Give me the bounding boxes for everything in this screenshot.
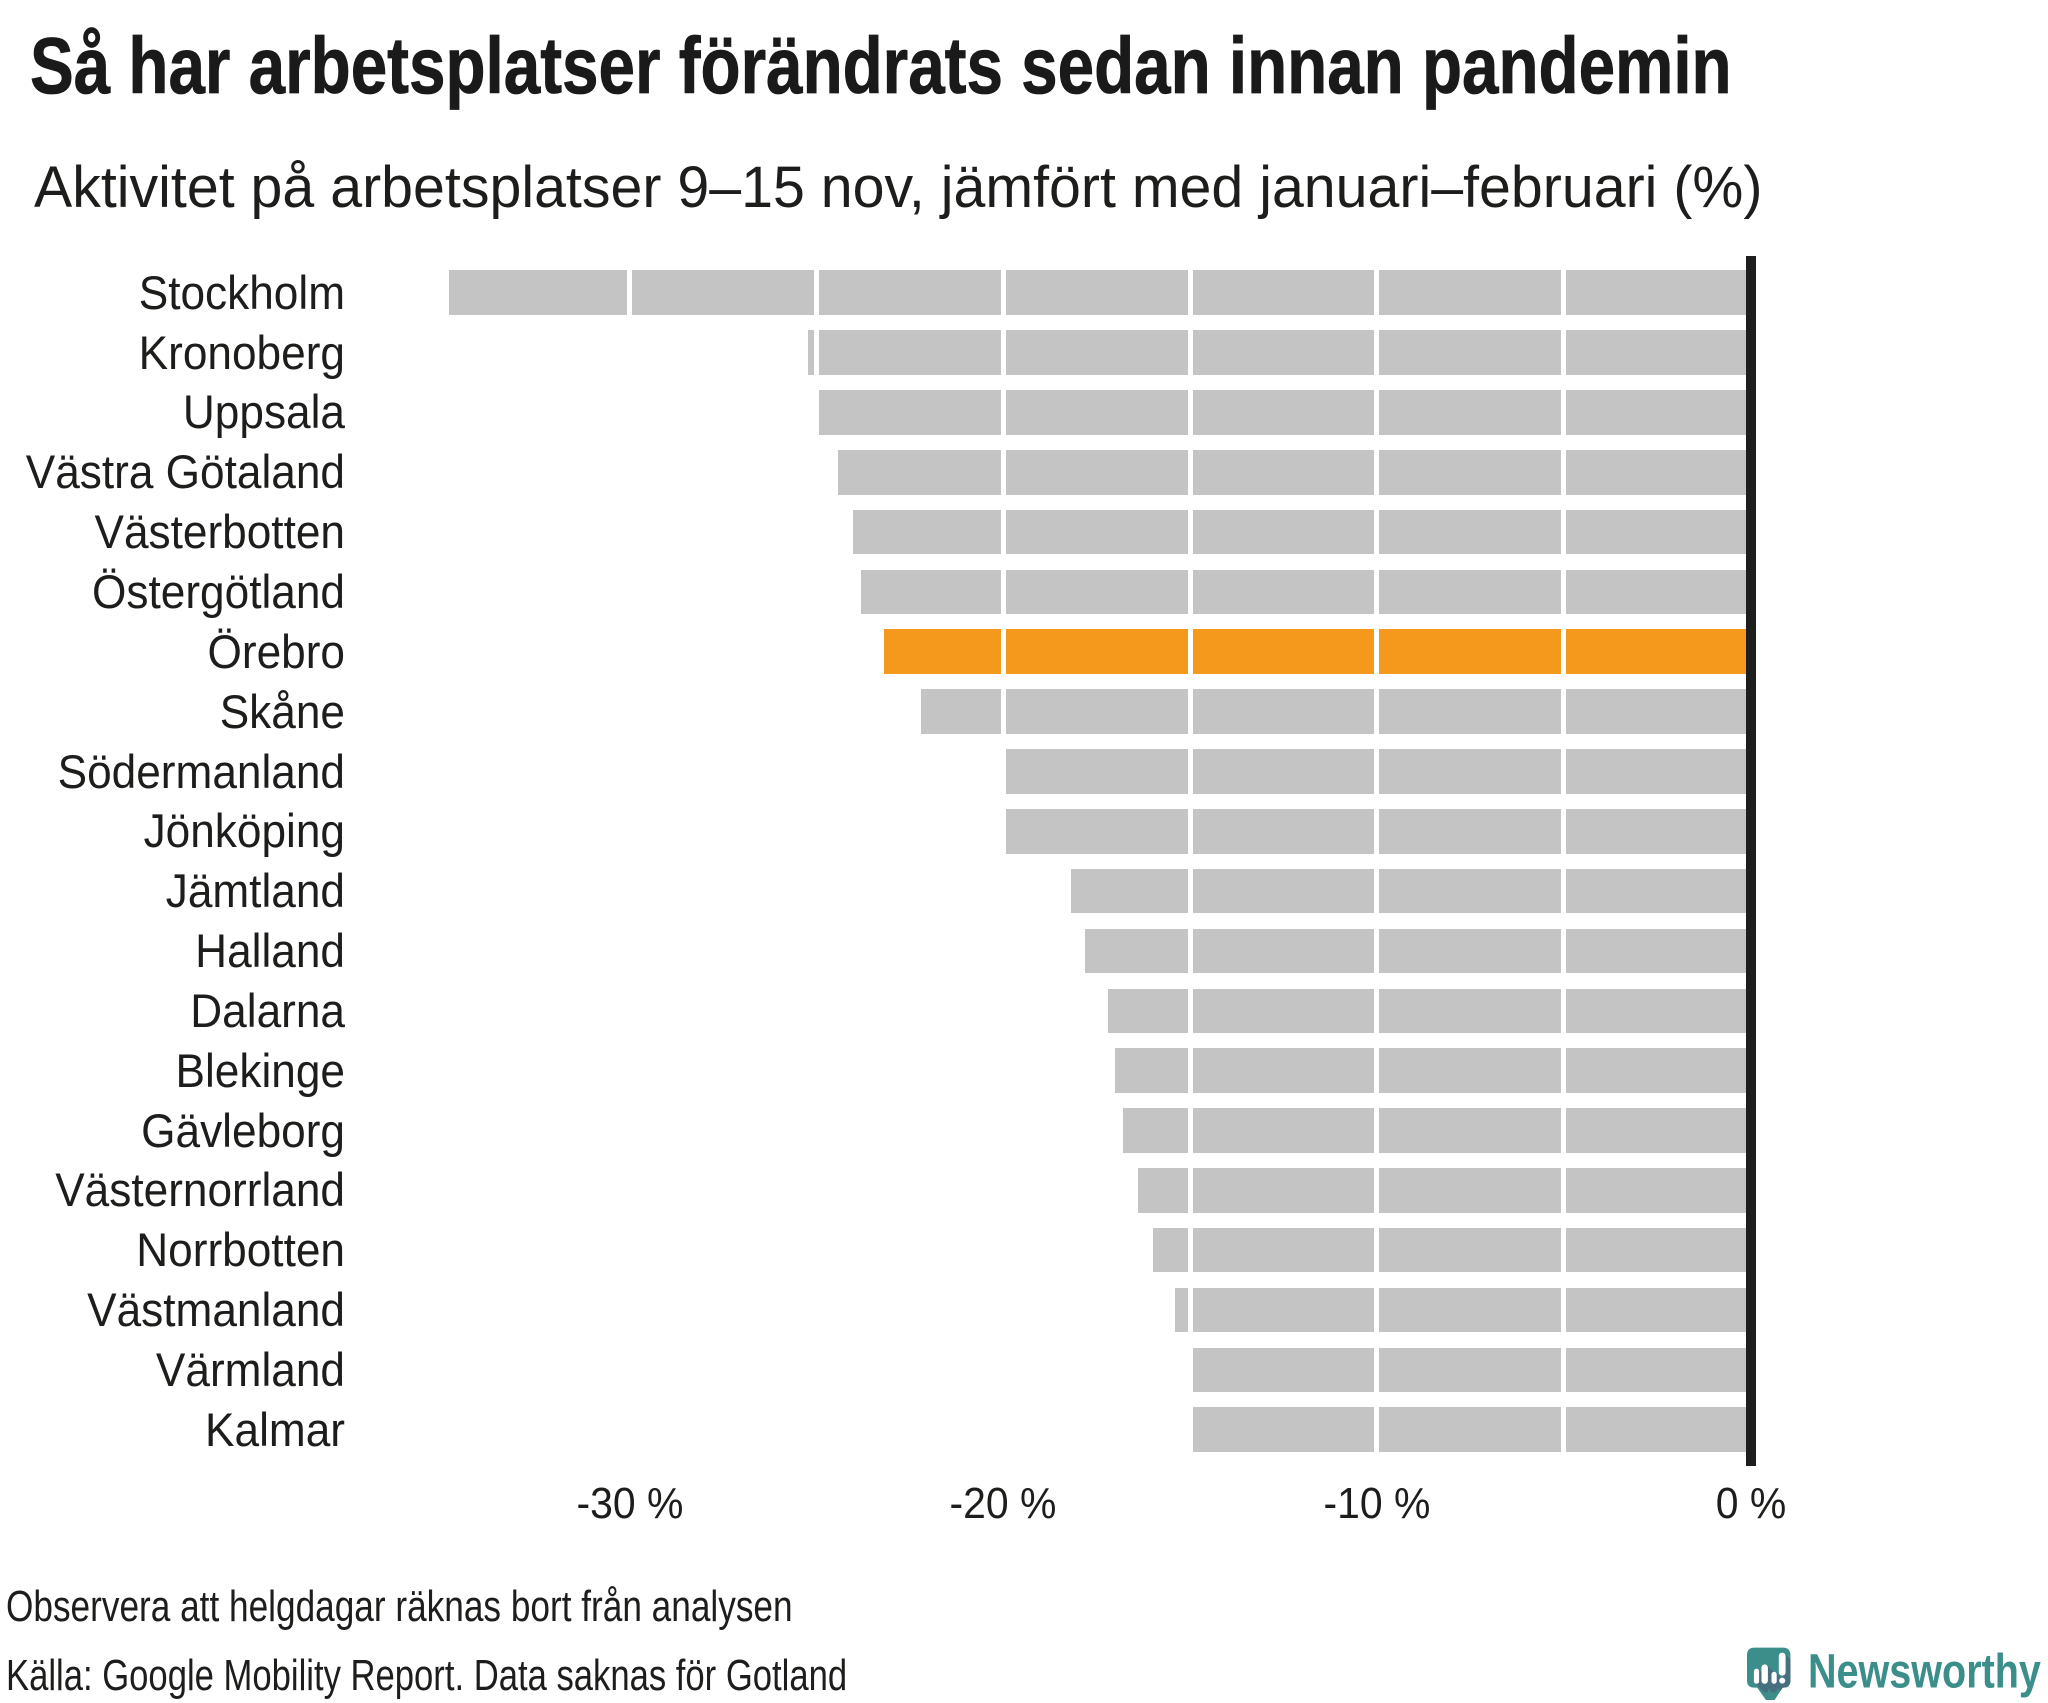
svg-text:Newsworthy: Newsworthy <box>1808 1645 2041 1698</box>
